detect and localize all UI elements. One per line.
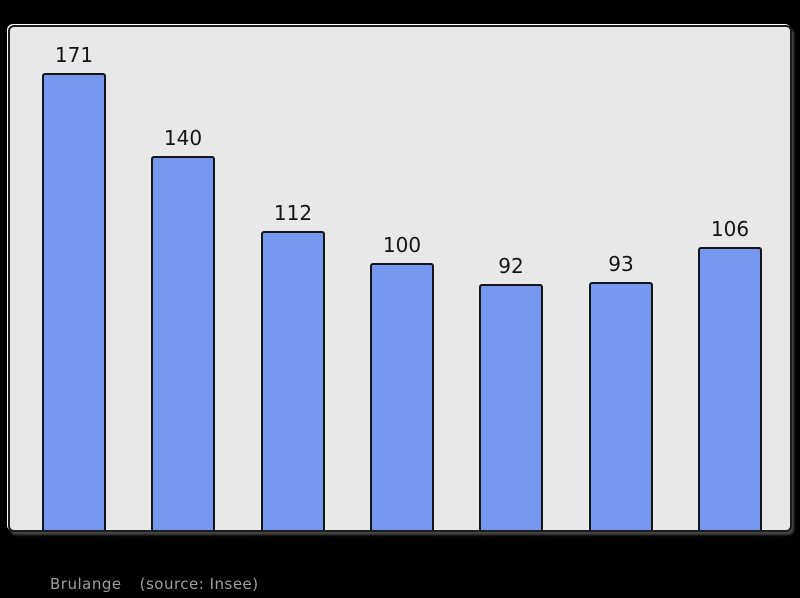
bar-group: 93 [589,254,653,530]
bar-value-label: 100 [382,233,422,257]
bar-group: 100 [370,235,434,530]
bar [151,156,215,530]
bar-value-label: 112 [273,201,313,225]
bar [589,282,653,530]
bar-group: 171 [42,45,106,530]
caption-source-text: (source: Insee) [139,575,259,593]
bar [479,284,543,530]
bar-value-label: 93 [608,252,634,276]
chart-panel: 171 140 112 100 92 93 106 [8,25,792,532]
bar-group: 112 [261,203,325,530]
bar-value-label: 106 [710,217,750,241]
bar-value-label: 171 [54,43,94,67]
bar-group: 140 [151,128,215,530]
bar-chart-plot-area: 171 140 112 100 92 93 106 [10,27,790,530]
bar-value-label: 140 [163,126,203,150]
bar-group: 106 [698,219,762,530]
chart-caption: Brulange (source: Insee) [50,575,259,593]
caption-commune-name: Brulange [50,575,122,593]
bar [261,231,325,530]
bar [370,263,434,530]
bar [698,247,762,530]
bar-group: 92 [479,256,543,530]
bar-value-label: 92 [498,254,524,278]
bar [42,73,106,530]
